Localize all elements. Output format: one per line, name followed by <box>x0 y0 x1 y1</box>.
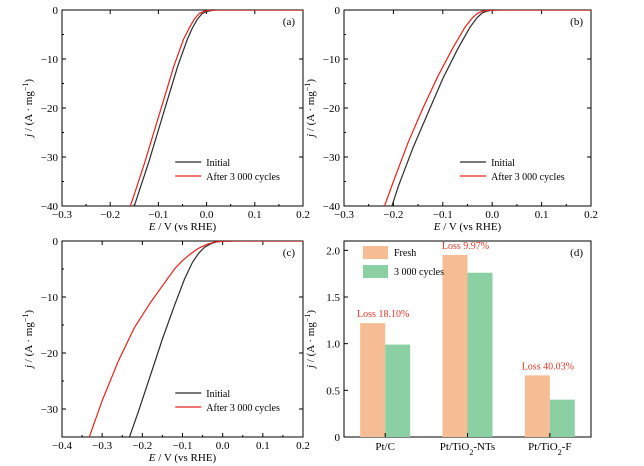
panel-b-y-axis-label: j / (A · mg−1) <box>303 79 318 139</box>
panel-c-y-tick-label: 0 <box>53 236 59 248</box>
panel-d-loss-annotation: Loss 40.03% <box>522 361 574 372</box>
panel-d-y-tick-label: 1.5 <box>326 292 340 304</box>
panel-d-x-tick-label: Pt/TiO2-NTs <box>440 441 495 457</box>
panel-a-x-tick-label: −0.3 <box>52 209 72 221</box>
panel-c-x-tick-label: −0.4 <box>52 440 72 452</box>
panel-a-y-tick-label: −20 <box>41 103 59 115</box>
panel-c-y-tick-label: −30 <box>41 404 59 416</box>
panel-d-y-axis-label: j / (A · mg−1) <box>303 310 318 370</box>
panel-b: −0.3 −0.2 −0.1 0.0 0.1 0.2 0 −10 −20 −30 −40 Initia… <box>303 5 598 233</box>
panel-b-x-axis-label: E / V (vs RHE) <box>433 221 502 233</box>
panel-c-legend-label: Initial <box>206 389 230 400</box>
panel-d-legend-label: Fresh <box>394 248 416 259</box>
panel-c-series-after-cycles-line <box>88 241 303 437</box>
panel-d: 0 0.5 1.0 1.5 2.0 Pt/C Loss 18.10% Pt/TiO2-NTs L… <box>303 240 592 457</box>
panel-b-x-tick-label: 0.0 <box>485 209 499 221</box>
panel-c-x-tick-label: −0.2 <box>132 440 152 452</box>
panel-a-x-tick-label: 0.1 <box>248 209 262 221</box>
panel-a-series-initial-line <box>133 10 303 206</box>
panel-d-legend-label: 3 000 cycles <box>394 267 444 278</box>
panel-b-legend-label: After 3 000 cycles <box>491 172 565 183</box>
panel-c-x-tick-label: 0.0 <box>216 440 230 452</box>
panel-a-legend-label: After 3 000 cycles <box>206 172 280 183</box>
panel-a-x-tick-label: −0.1 <box>148 209 168 221</box>
panel-d-x-tick-label: Pt/C <box>375 441 395 453</box>
panel-d-y-tick-label: 2.0 <box>326 245 340 257</box>
panel-d-y-tick-label: 0.5 <box>326 385 340 397</box>
panel-d-legend-swatch <box>363 265 388 278</box>
panel-a-panel-tag: (a) <box>283 16 296 28</box>
panel-b-x-tick-label: −0.1 <box>433 209 453 221</box>
panel-b-y-tick-label: −30 <box>323 152 341 164</box>
panel-d-bar-fresh <box>442 255 468 437</box>
panel-d-loss-annotation: Loss 18.10% <box>357 309 409 320</box>
panel-b-series-initial-line <box>391 10 591 206</box>
panel-d-x-tick-label: Pt/TiO2-F <box>528 441 571 457</box>
panel-a-y-tick-label: −40 <box>41 201 59 213</box>
panel-a-x-tick-label: 0.2 <box>296 209 310 221</box>
panel-d-bar-cycled <box>385 344 411 437</box>
panel-c-x-tick-label: −0.3 <box>92 440 112 452</box>
panel-d-bar-cycled <box>467 272 493 437</box>
panel-c-y-tick-label: −20 <box>41 348 59 360</box>
panel-c-y-tick-label: −10 <box>41 292 59 304</box>
panel-d-bar-fresh <box>524 375 550 437</box>
panel-a-y-tick-label: −10 <box>41 54 59 66</box>
panel-a: −0.3 −0.2 −0.1 0.0 0.1 0.2 0 −10 −20 −30 −40 Initia… <box>21 5 310 233</box>
panel-a-y-tick-label: −30 <box>41 152 59 164</box>
panel-d-y-tick-label: 0 <box>335 432 341 444</box>
panel-a-series-after-cycles-line <box>129 10 303 206</box>
panel-a-x-tick-label: 0.0 <box>200 209 214 221</box>
panel-b-x-tick-label: 0.1 <box>535 209 549 221</box>
panel-b-x-tick-label: −0.3 <box>334 209 354 221</box>
panel-c-y-axis-label: j / (A · mg−1) <box>21 310 36 370</box>
panel-b-y-tick-label: 0 <box>335 5 341 17</box>
panel-a-x-tick-label: −0.2 <box>100 209 120 221</box>
panel-b-x-tick-label: −0.2 <box>383 209 403 221</box>
panel-d-loss-annotation: Loss 9.97% <box>442 241 489 252</box>
panel-b-x-tick-label: 0.2 <box>584 209 598 221</box>
panel-b-y-tick-label: −20 <box>323 103 341 115</box>
panel-c-x-tick-label: −0.1 <box>173 440 193 452</box>
panel-a-x-axis-label: E / V (vs RHE) <box>148 221 217 233</box>
panel-b-y-tick-label: −10 <box>323 54 341 66</box>
panel-b-y-tick-label: −40 <box>323 201 341 213</box>
panel-c-x-axis-label: E / V (vs RHE) <box>148 452 217 464</box>
panel-d-bar-fresh <box>360 323 386 437</box>
panel-d-y-tick-label: 1.0 <box>326 339 340 351</box>
panel-b-panel-tag: (b) <box>570 16 583 28</box>
panel-c-panel-tag: (c) <box>283 247 296 259</box>
panel-c-x-tick-label: 0.1 <box>256 440 270 452</box>
panel-c-x-tick-label: 0.2 <box>296 440 310 452</box>
panel-c: −0.4 −0.3 −0.2 −0.1 0.0 0.1 0.2 0 −10 −20 −30 Initi… <box>21 236 310 464</box>
panel-d-panel-tag: (d) <box>570 247 583 259</box>
panel-d-bar-cycled <box>549 399 575 437</box>
panel-d-legend-swatch <box>363 246 388 259</box>
panel-a-y-tick-label: 0 <box>53 5 59 17</box>
panel-b-series-after-cycles-line <box>383 10 591 206</box>
panel-b-legend-label: Initial <box>491 158 515 169</box>
panel-c-legend-label: After 3 000 cycles <box>206 403 280 414</box>
panel-a-legend-label: Initial <box>206 158 230 169</box>
panel-a-y-axis-label: j / (A · mg−1) <box>21 79 36 139</box>
